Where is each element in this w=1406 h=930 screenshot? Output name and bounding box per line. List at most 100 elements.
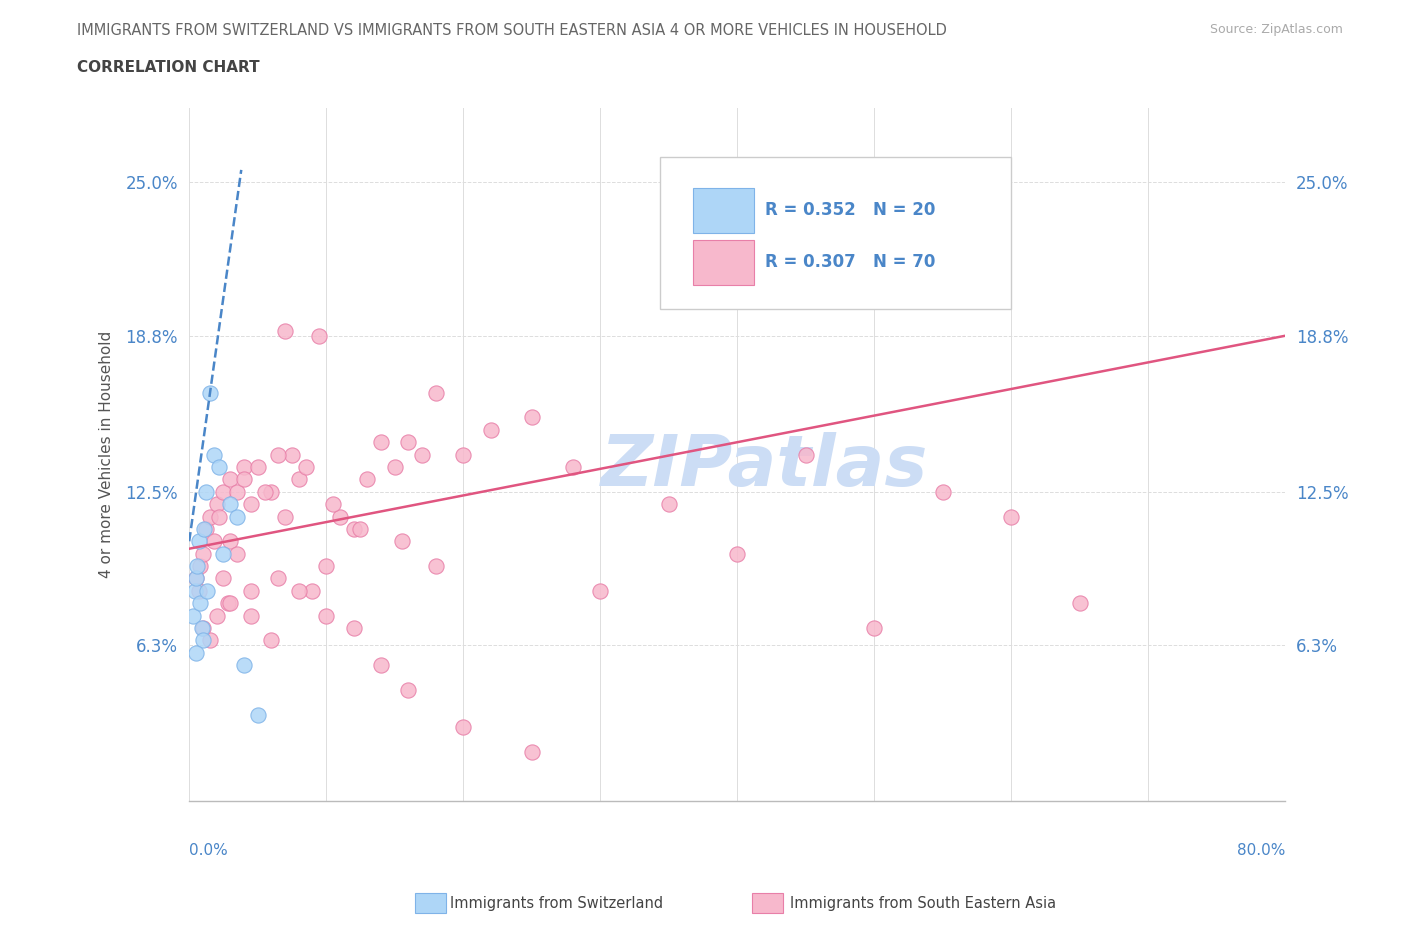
Text: ZIPatlas: ZIPatlas	[600, 432, 928, 501]
Point	[212, 546, 235, 561]
Point	[342, 522, 364, 537]
Point	[202, 534, 225, 549]
Point	[725, 546, 748, 561]
Point	[384, 459, 406, 474]
FancyBboxPatch shape	[693, 240, 754, 285]
Point	[187, 583, 209, 598]
Point	[315, 559, 337, 574]
Point	[233, 472, 256, 486]
Point	[184, 571, 207, 586]
Text: 80.0%: 80.0%	[1237, 843, 1285, 857]
Point	[863, 620, 886, 635]
Point	[205, 608, 228, 623]
Point	[193, 522, 215, 537]
Point	[308, 328, 330, 343]
Point	[202, 447, 225, 462]
Point	[425, 385, 447, 400]
Point	[794, 447, 817, 462]
Point	[451, 720, 474, 735]
Point	[219, 596, 242, 611]
Point	[239, 608, 262, 623]
Text: R = 0.352   N = 20: R = 0.352 N = 20	[765, 201, 935, 219]
Point	[1069, 596, 1091, 611]
Point	[356, 472, 378, 486]
Point	[184, 571, 207, 586]
Point	[288, 472, 311, 486]
Point	[281, 447, 304, 462]
Point	[329, 509, 352, 524]
Text: R = 0.307   N = 70: R = 0.307 N = 70	[765, 253, 935, 271]
Point	[226, 546, 249, 561]
Point	[411, 447, 433, 462]
Point	[239, 583, 262, 598]
Point	[246, 707, 269, 722]
Text: IMMIGRANTS FROM SWITZERLAND VS IMMIGRANTS FROM SOUTH EASTERN ASIA 4 OR MORE VEHI: IMMIGRANTS FROM SWITZERLAND VS IMMIGRANT…	[77, 23, 948, 38]
Text: Immigrants from South Eastern Asia: Immigrants from South Eastern Asia	[790, 896, 1056, 910]
FancyBboxPatch shape	[693, 188, 754, 232]
Point	[212, 571, 235, 586]
Point	[219, 497, 242, 512]
Point	[322, 497, 344, 512]
Point	[396, 435, 419, 450]
Point	[520, 744, 543, 759]
Point	[479, 422, 502, 437]
Point	[260, 632, 283, 647]
Point	[190, 620, 212, 635]
Point	[561, 459, 583, 474]
Point	[205, 497, 228, 512]
Point	[198, 385, 221, 400]
Text: 0.0%: 0.0%	[190, 843, 228, 857]
Point	[181, 608, 204, 623]
Point	[187, 534, 209, 549]
Point	[188, 596, 211, 611]
Point	[198, 509, 221, 524]
Point	[451, 447, 474, 462]
Point	[208, 509, 231, 524]
Point	[274, 324, 297, 339]
Point	[342, 620, 364, 635]
Point	[219, 472, 242, 486]
Point	[186, 559, 208, 574]
Point	[253, 485, 276, 499]
Point	[191, 620, 214, 635]
Text: Immigrants from Switzerland: Immigrants from Switzerland	[450, 896, 664, 910]
Point	[370, 435, 392, 450]
Point	[191, 546, 214, 561]
Point	[658, 497, 681, 512]
Point	[184, 645, 207, 660]
Point	[274, 509, 297, 524]
Point	[520, 410, 543, 425]
Point	[931, 485, 953, 499]
Point	[217, 596, 239, 611]
Point	[188, 559, 211, 574]
Text: CORRELATION CHART: CORRELATION CHART	[77, 60, 260, 75]
Point	[391, 534, 413, 549]
Point	[294, 459, 316, 474]
Y-axis label: 4 or more Vehicles in Household: 4 or more Vehicles in Household	[100, 331, 114, 578]
Point	[233, 658, 256, 672]
Point	[226, 509, 249, 524]
Point	[315, 608, 337, 623]
Point	[226, 485, 249, 499]
Text: Source: ZipAtlas.com: Source: ZipAtlas.com	[1209, 23, 1343, 36]
Point	[191, 632, 214, 647]
Point	[219, 534, 242, 549]
Point	[246, 459, 269, 474]
Point	[267, 571, 290, 586]
Point	[239, 497, 262, 512]
Point	[370, 658, 392, 672]
Point	[195, 583, 218, 598]
Point	[425, 559, 447, 574]
Point	[198, 632, 221, 647]
Point	[1000, 509, 1022, 524]
Point	[233, 459, 256, 474]
Point	[267, 447, 290, 462]
Point	[208, 459, 231, 474]
Point	[396, 683, 419, 698]
Point	[183, 583, 205, 598]
Point	[301, 583, 323, 598]
Point	[260, 485, 283, 499]
Point	[194, 522, 217, 537]
Point	[349, 522, 371, 537]
Point	[194, 485, 217, 499]
